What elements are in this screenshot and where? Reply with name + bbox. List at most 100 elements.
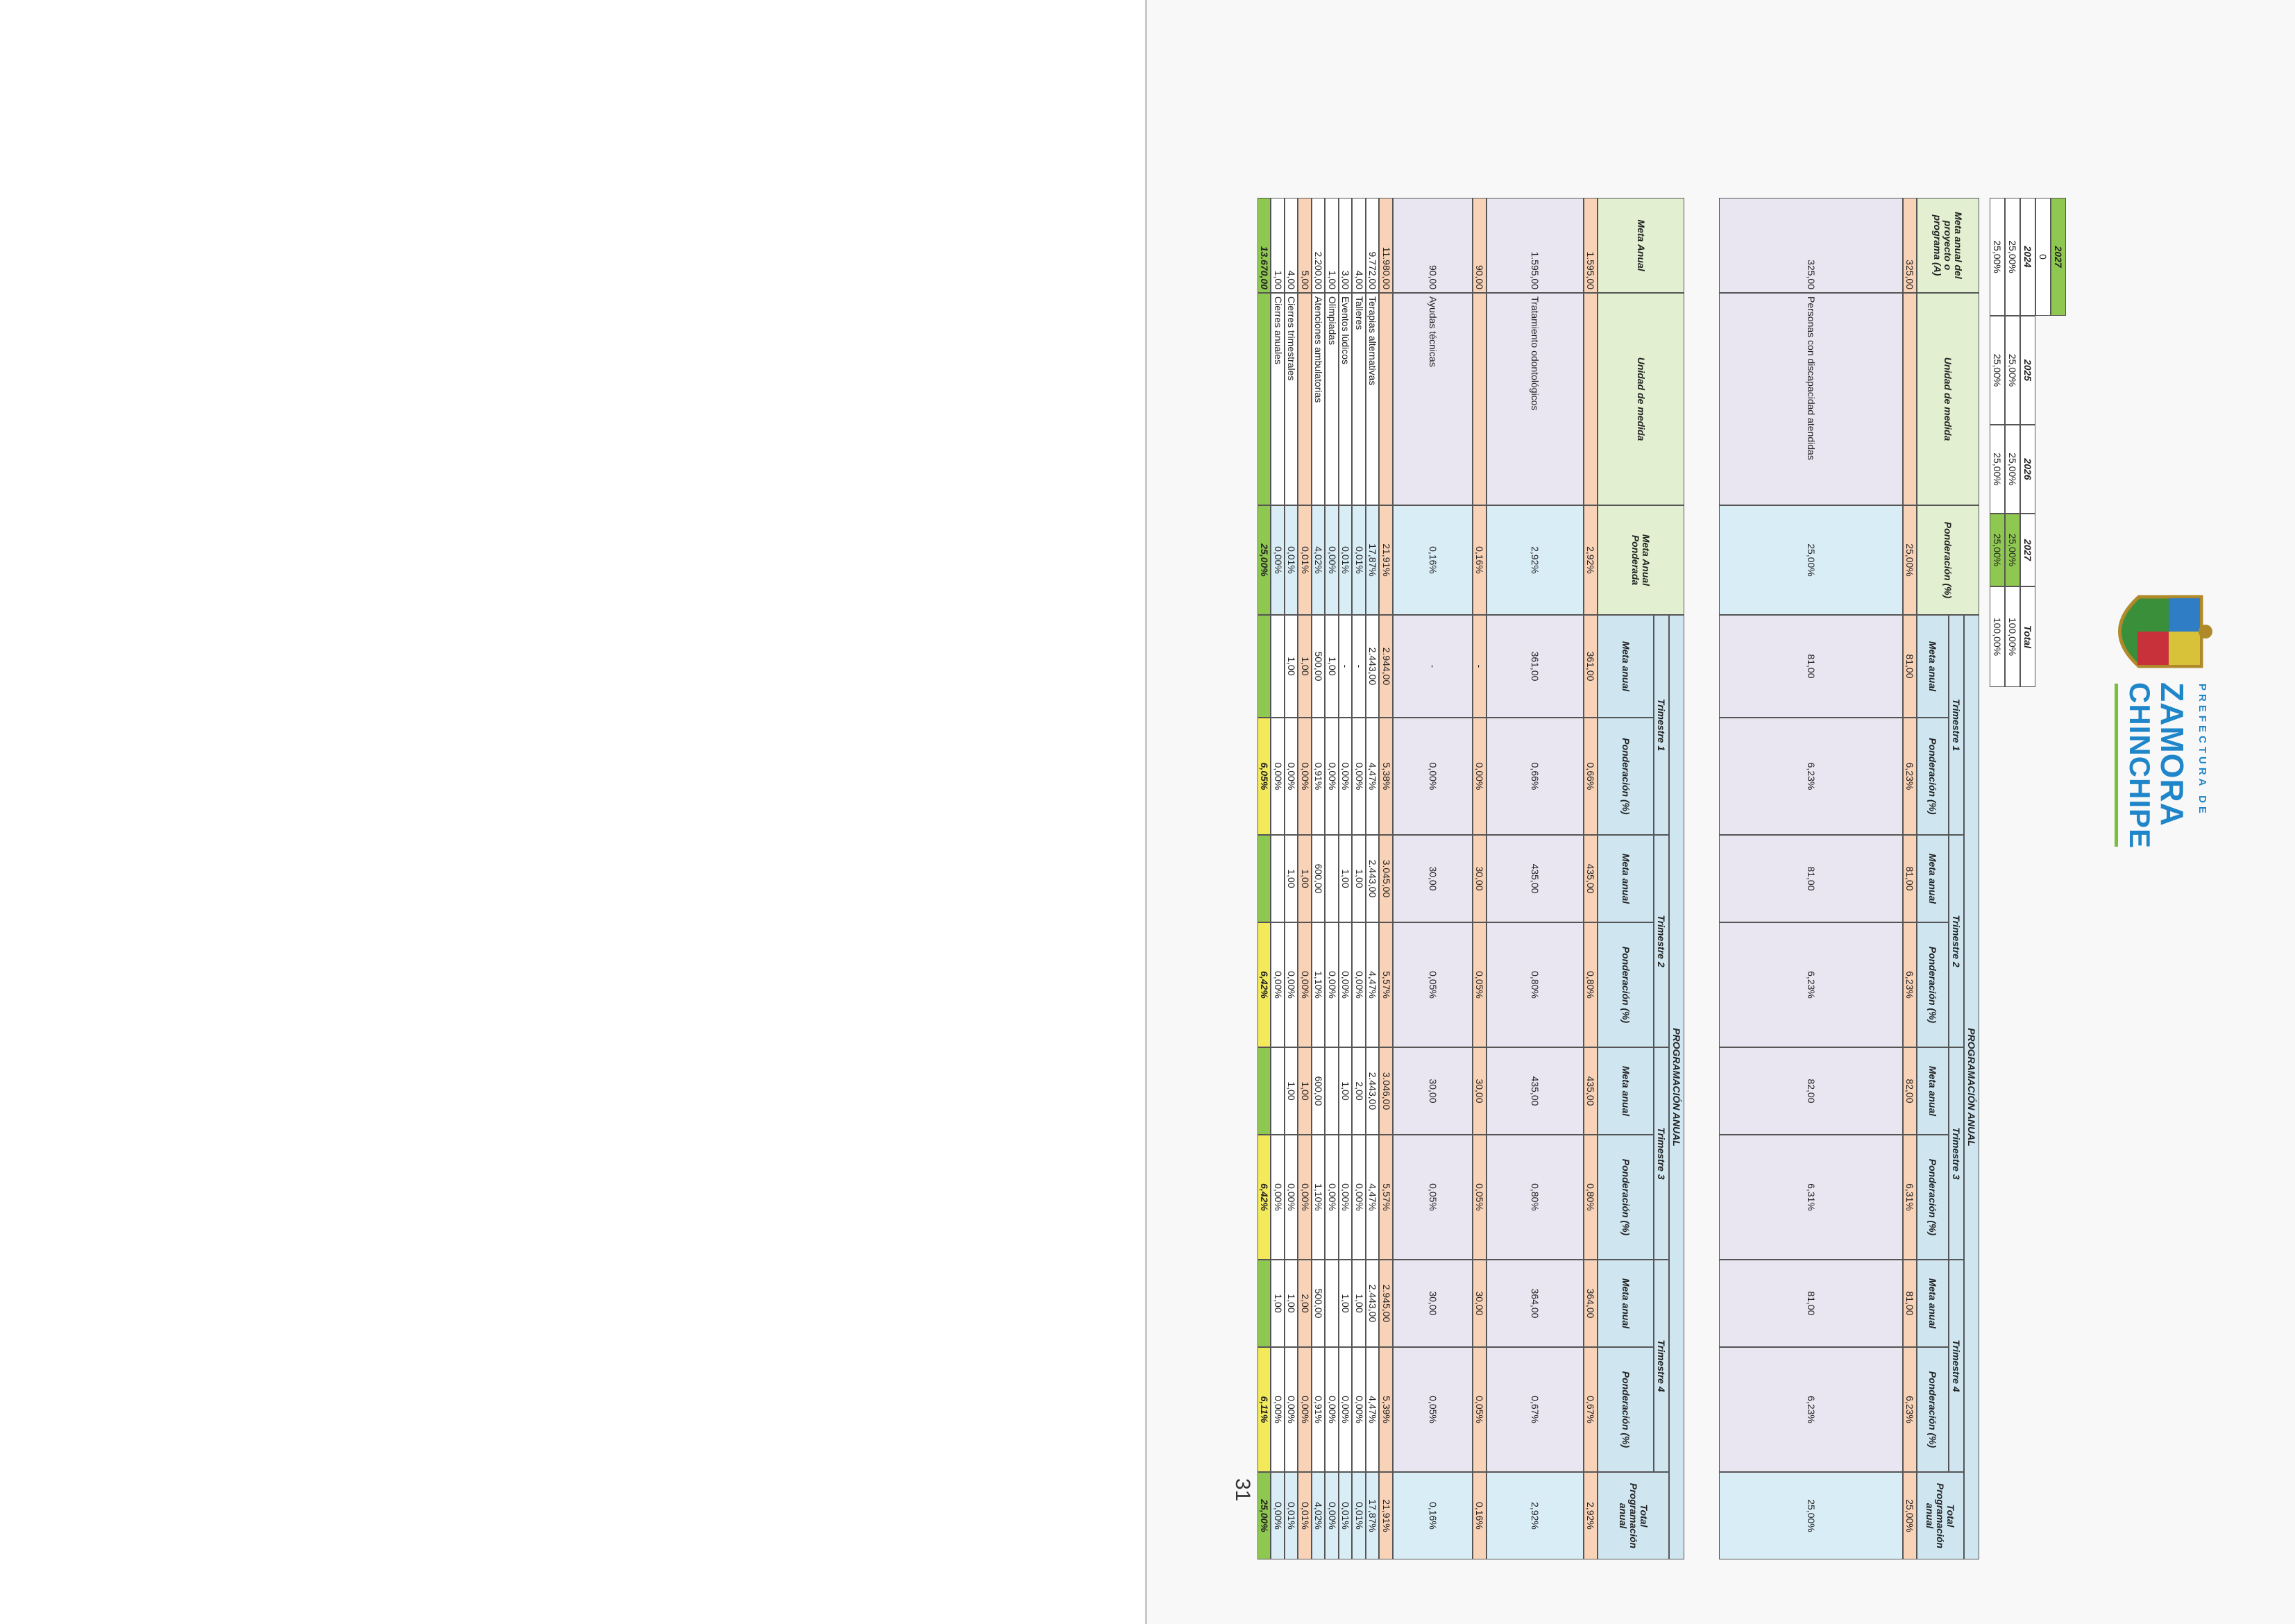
table-cell: 3.045,00 <box>1379 835 1393 922</box>
table-cell: Total Programación anual <box>1598 1472 1669 1559</box>
table-cell: 0,00% <box>1325 1472 1339 1559</box>
table-cell: 0,80% <box>1487 922 1584 1047</box>
table-cell: 4,47% <box>1366 718 1380 835</box>
table-cell: 6,23% <box>1719 922 1903 1047</box>
table-cell: PROGRAMACIÓN ANUAL <box>1964 615 1979 1559</box>
table-cell: 600,00 <box>1312 1047 1326 1135</box>
table-cell: 6,42% <box>1257 922 1271 1047</box>
table-cell: Meta anual <box>1917 1047 1949 1135</box>
table-cell: 0,01% <box>1339 505 1353 615</box>
table-cell: 13.670,00 <box>1257 198 1271 293</box>
table-cell: 81,00 <box>1719 835 1903 922</box>
table-cell: Olimpiadas <box>1325 293 1339 505</box>
table-cell <box>1298 293 1312 505</box>
table-cell: 0,05% <box>1393 922 1473 1047</box>
table-cell: 0,80% <box>1584 922 1598 1047</box>
table-cell: 361,00 <box>1584 615 1598 718</box>
table-cell: 25,00% <box>1257 505 1271 615</box>
table-cell: 21,91% <box>1379 1472 1393 1559</box>
table-cell: 90,00 <box>1473 198 1487 293</box>
table-cell: Ayudas técnicas <box>1393 293 1473 505</box>
table-cell: 0,00% <box>1298 922 1312 1047</box>
table-cell: 81,00 <box>1903 835 1917 922</box>
table-cell: Meta anual <box>1598 1260 1654 1347</box>
table-cell: 0,05% <box>1473 1135 1487 1260</box>
table-cell: 0,00% <box>1271 505 1285 615</box>
table-cell: 600,00 <box>1312 835 1326 922</box>
table-cell: 0,00% <box>1325 718 1339 835</box>
table-cell: 6,23% <box>1719 718 1903 835</box>
table-cell: 2.443,00 <box>1366 835 1380 922</box>
table-cell: 4,02% <box>1312 505 1326 615</box>
table-cell: - <box>1473 615 1487 718</box>
table-cell: 0,00% <box>1298 1135 1312 1260</box>
table-cell: 0,91% <box>1312 718 1326 835</box>
table-cell: 2,92% <box>1487 1472 1584 1559</box>
table-cell: Ponderación (%) <box>1917 718 1949 835</box>
logo-rule <box>2115 684 2118 847</box>
table-cell: 0,16% <box>1393 505 1473 615</box>
table-cell: 1,10% <box>1312 1135 1326 1260</box>
table-cell <box>1325 1260 1339 1347</box>
table-cell: 25,00% <box>1257 1472 1271 1559</box>
table-cell: 5,00 <box>1298 198 1312 293</box>
table-cell: Personas con discapacidad atendidas <box>1719 293 1903 505</box>
table-cell: 17,87% <box>1366 1472 1380 1559</box>
table-cell: 30,00 <box>1393 1260 1473 1347</box>
table-cell: 25,00% <box>2005 514 2020 586</box>
table-cell: 2.443,00 <box>1366 615 1380 718</box>
table-cell <box>1584 293 1598 505</box>
table-cell: 0,00% <box>1271 1347 1285 1472</box>
table-cell: Trimestre 1 <box>1949 615 1964 835</box>
table-cell: 2.443,00 <box>1366 1047 1380 1135</box>
table-cell: 325,00 <box>1719 198 1903 293</box>
table-cell: 0,16% <box>1473 505 1487 615</box>
table-cell: Meta anual <box>1598 615 1654 718</box>
table-cell: 2,00 <box>1298 1260 1312 1347</box>
logo-text: CHINCHIPE <box>2124 682 2156 849</box>
table-cell: 100,00% <box>2005 586 2020 687</box>
table-cell: 25,00% <box>1990 198 2005 316</box>
table-cell: Ponderación (%) <box>1598 922 1654 1047</box>
table-cell: Trimestre 2 <box>1654 835 1669 1047</box>
table-cell: 0,01% <box>1298 1472 1312 1559</box>
table-cell: 0,66% <box>1487 718 1584 835</box>
table-cell: 25,00% <box>1719 1472 1903 1559</box>
table-cell: 2.944,00 <box>1379 615 1393 718</box>
table-cell: 0,00% <box>1325 1135 1339 1260</box>
table-cell: Total <box>2020 586 2035 687</box>
table-cell: - <box>1393 615 1473 718</box>
table-cell: 90,00 <box>1393 198 1473 293</box>
table-cell: 1.595,00 <box>1487 198 1584 293</box>
table-cell <box>1271 615 1285 718</box>
table-cell: 17,87% <box>1366 505 1380 615</box>
table-cell: Meta anual <box>1917 615 1949 718</box>
table-cell: 4,47% <box>1366 1347 1380 1472</box>
table-cell: Meta anual <box>1598 1047 1654 1135</box>
table-cell: 0,01% <box>1352 505 1366 615</box>
table-cell <box>1473 293 1487 505</box>
table-cell: 2,92% <box>1487 505 1584 615</box>
table-cell: 5,57% <box>1379 922 1393 1047</box>
table-cell: 364,00 <box>1584 1260 1598 1347</box>
table-cell: 0,00% <box>1298 1347 1312 1472</box>
table-cell: 81,00 <box>1903 1260 1917 1347</box>
table-cell: 5,39% <box>1379 1347 1393 1472</box>
table-cell: 4,00 <box>1285 198 1298 293</box>
table-cell: 0,00% <box>1285 1347 1298 1472</box>
table-cell: Unidad de medida <box>1917 293 1979 505</box>
table-cell: Ponderación (%) <box>1917 1135 1949 1260</box>
table-cell <box>1325 1047 1339 1135</box>
table-cell: 2027 <box>2051 198 2066 316</box>
table-cell: 0,00% <box>1393 718 1473 835</box>
table-cell: Ponderación (%) <box>1917 505 1979 615</box>
logo-small: PREFECTURA DE <box>2196 684 2208 817</box>
table-cell: 25,00% <box>1719 505 1903 615</box>
table-cell: Total Programación anual <box>1917 1472 1964 1559</box>
table-cell: 0,05% <box>1473 922 1487 1047</box>
table-cell: 9.772,00 <box>1366 198 1380 293</box>
table-cell <box>1257 835 1271 922</box>
table-cell: 25,00% <box>2005 316 2020 425</box>
table-cell: Trimestre 4 <box>1654 1260 1669 1472</box>
